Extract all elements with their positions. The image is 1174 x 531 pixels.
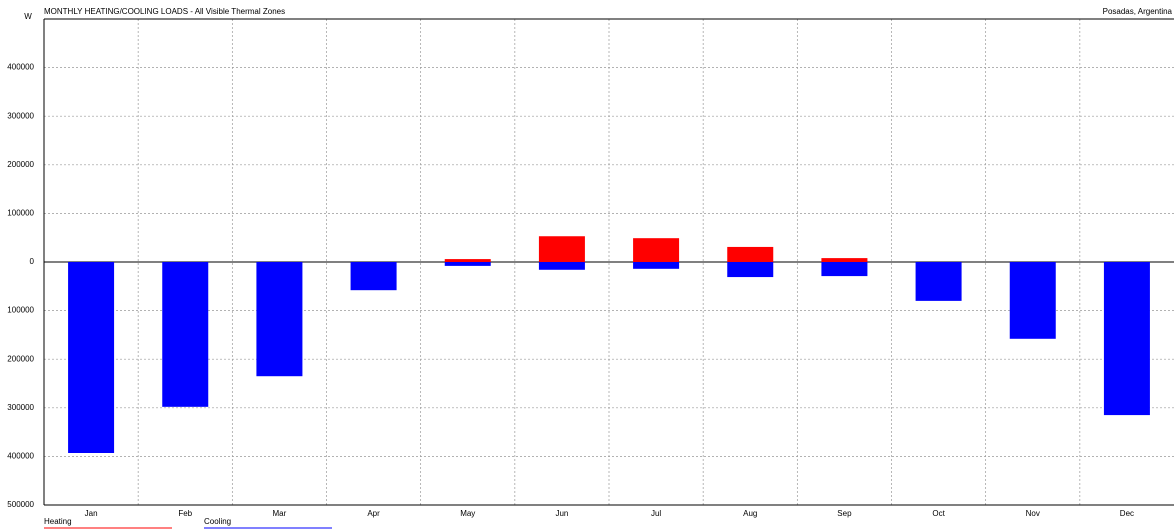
x-tick-label: Jul — [651, 509, 661, 518]
bar — [915, 262, 962, 301]
y-tick-label: 400000 — [7, 63, 34, 72]
bar — [444, 259, 491, 262]
y-tick-label: 300000 — [7, 403, 34, 412]
y-tick-label: 400000 — [7, 452, 34, 461]
location: Posadas, Argentina — [1103, 7, 1173, 16]
x-tick-label: Mar — [273, 509, 287, 518]
y-tick-label: 200000 — [7, 354, 34, 363]
y-tick-label: 200000 — [7, 160, 34, 169]
x-tick-label: Nov — [1026, 509, 1040, 518]
bar — [633, 238, 680, 262]
x-tick-label: May — [460, 509, 475, 518]
bar — [256, 262, 303, 377]
bar — [727, 262, 774, 278]
bar — [1009, 262, 1056, 339]
legend-label: Cooling — [204, 517, 231, 526]
y-tick-label: 0 — [30, 257, 35, 266]
bar — [538, 262, 585, 270]
y-tick-label: 500000 — [7, 500, 34, 509]
bar — [821, 258, 868, 262]
bar — [68, 262, 115, 453]
bar — [350, 262, 397, 291]
chart-title: MONTHLY HEATING/COOLING LOADS - All Visi… — [44, 7, 285, 16]
bar — [821, 262, 868, 277]
legend-label: Heating — [44, 517, 72, 526]
bar — [162, 262, 209, 407]
x-tick-label: Jun — [555, 509, 568, 518]
y-tick-label: 300000 — [7, 111, 34, 120]
bar — [538, 236, 585, 262]
bar — [444, 262, 491, 266]
x-tick-label: Dec — [1120, 509, 1134, 518]
y-tick-label: 100000 — [7, 306, 34, 315]
bar — [727, 246, 774, 262]
x-tick-label: Apr — [367, 509, 380, 518]
x-tick-label: Sep — [837, 509, 852, 518]
bar — [633, 262, 680, 269]
bar — [1103, 262, 1150, 416]
x-tick-label: Jan — [85, 509, 98, 518]
x-tick-label: Oct — [932, 509, 945, 518]
y-tick-label: 100000 — [7, 209, 34, 218]
x-tick-label: Feb — [178, 509, 192, 518]
y-axis-label: W — [24, 12, 32, 21]
x-tick-label: Aug — [743, 509, 757, 518]
